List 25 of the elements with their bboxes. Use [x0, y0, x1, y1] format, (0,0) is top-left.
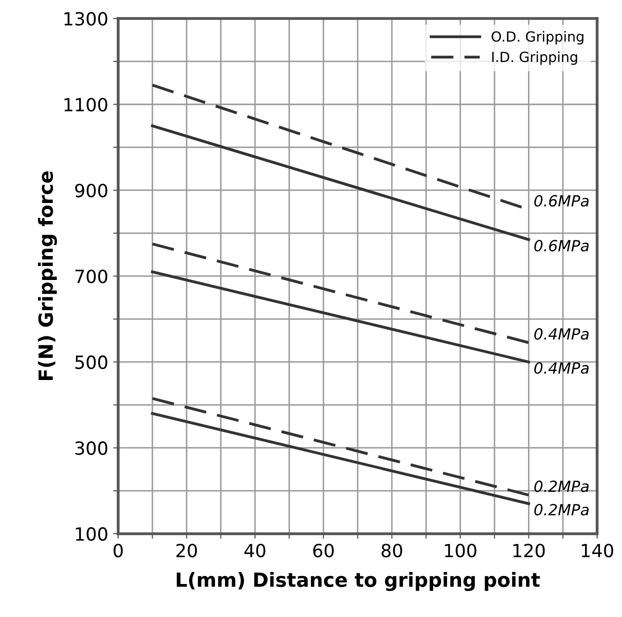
y-tick-label: 1300 — [64, 12, 108, 26]
annotation: 0.4MPa — [534, 328, 589, 340]
x-tick-label: 20 — [176, 544, 197, 558]
y-tick-label: 100 — [76, 527, 108, 541]
x-tick-label: 60 — [313, 544, 334, 558]
legend-label: I.D. Gripping — [492, 51, 578, 65]
x-tick-label: 40 — [244, 544, 266, 558]
annotation: 0.4MPa — [534, 362, 589, 374]
x-tick-label: 80 — [382, 544, 402, 558]
y-tick-label: 900 — [75, 184, 108, 198]
y-tick-label: 1100 — [64, 98, 108, 112]
y-tick-label: 300 — [75, 441, 108, 455]
annotation: 0.2MPa — [534, 480, 589, 492]
x-axis-title: L(mm) Distance to gripping point — [176, 572, 540, 591]
y-tick-label: 700 — [75, 270, 108, 284]
x-tick-label: 100 — [445, 544, 476, 558]
annotation: 0.6MPa — [534, 240, 589, 252]
x-tick-label: 120 — [513, 544, 545, 558]
x-tick-label: 140 — [582, 544, 614, 558]
legend-label: O.D. Gripping — [492, 31, 584, 44]
annotation: 0.6MPa — [534, 195, 589, 207]
y-axis-title: F(N) Gripping force — [38, 171, 57, 380]
annotation: 0.2MPa — [534, 504, 589, 516]
y-tick-label: 500 — [75, 355, 108, 370]
x-tick-label: 0 — [114, 544, 123, 558]
